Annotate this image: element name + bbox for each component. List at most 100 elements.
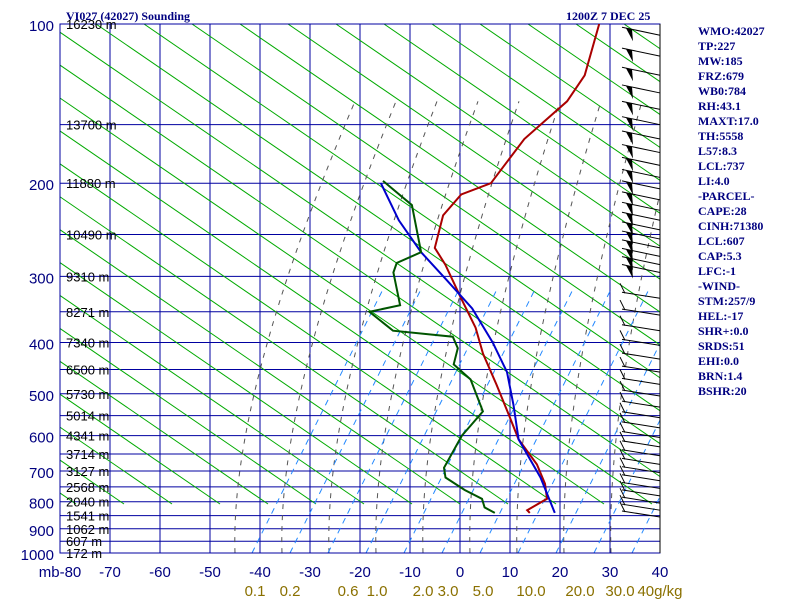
wind-flag [626,132,633,146]
wind-barb [621,352,661,360]
wind-barb-feather [619,422,626,433]
wind-flag [626,28,633,42]
wind-flag [626,85,633,99]
height-label: 172 m [66,546,102,561]
stat-line: CAP:5.3 [698,249,742,263]
height-label: 1062 m [66,522,109,537]
dry-adiabat [60,327,317,505]
temperature-label: -20 [349,564,371,581]
wind-barb-feather [619,330,626,341]
mixing-ratio-label: 10.0 [516,583,545,600]
moist-adiabat [516,101,602,553]
mixing-ratio-label: 3.0 [438,583,459,600]
dry-adiabat [383,24,660,214]
moist-adiabat [469,101,561,553]
mixing-ratio-line [403,291,535,553]
wind-barb [621,291,661,299]
wind-barb-feather [619,494,626,506]
wind-barb [621,510,661,518]
temperature-gridlines [59,24,661,553]
wind-barb [621,324,661,332]
dry-adiabat [60,64,660,478]
mixing-ratio-labels: 0.1 0.2 0.6 1.0 2.0 3.0 5.0 10.0 20.0 30.0 40g/kg [245,583,683,600]
wind-barb [621,247,661,257]
stat-line: -PARCEL- [698,189,755,203]
height-label: 7340 m [66,335,109,350]
wind-barb [621,191,661,201]
stat-line: LFC:-1 [698,264,736,278]
dry-adiabat [60,360,269,505]
stat-line: CINH:71380 [698,219,764,233]
stat-line: TH:5558 [698,129,744,143]
height-label: 4341 m [66,429,109,444]
pressure-label: 200 [29,177,54,194]
wind-barb-feather [619,412,626,424]
wind-barb [621,180,661,190]
wind-flag [626,102,633,116]
temperature-label: 0 [456,564,464,581]
wind-barb-feather [619,369,626,380]
height-labels: 16230 m 13700 m 11880 m 10490 m 9310 m 8271 m… [66,17,117,561]
mixing-ratio-label: 40g/kg [637,583,682,600]
dry-adiabat [60,97,653,505]
dry-adiabat [479,24,660,149]
temperature-profile [433,24,601,514]
wind-barb [621,221,661,231]
wind-barb [621,47,661,57]
wind-barb [621,400,661,408]
pressure-label: 800 [29,496,54,513]
height-label: 16230 m [66,17,117,32]
wind-barb-feather [619,501,626,513]
height-label: 13700 m [66,118,117,133]
mixing-ratio-line [555,342,660,553]
stat-line: LI:4.0 [698,174,730,188]
moist-adiabat [422,101,520,553]
wind-barb [621,230,661,240]
temperature-label: -30 [299,564,321,581]
temperature-label: -50 [199,564,221,581]
wind-barb-feather [619,402,626,413]
stat-line: FRZ:679 [698,69,744,83]
stat-line: BSHR:20 [698,384,747,398]
wind-barb [621,496,661,504]
wind-barb-feather [619,299,626,311]
dry-adiabat [431,24,660,181]
sounding-title: VI027 (42027) Sounding [66,9,191,23]
temperature-label: -70 [99,564,121,581]
height-label: 2040 m [66,495,109,510]
wind-barb [621,26,661,36]
moist-adiabat [328,101,438,553]
moist-adiabat [610,191,660,553]
wind-barb [621,256,661,266]
wind-barb-feather [619,380,626,392]
wind-barb [621,211,661,221]
wind-flag [626,265,633,279]
stat-line: MAXT:17.0 [698,114,759,128]
pressure-label: 1000 [21,547,54,564]
pressure-label: 100 [29,18,54,35]
mixing-ratio-label: 5.0 [473,583,494,600]
mixing-ratio-lines [251,291,660,553]
mixing-ratio-line [441,291,573,553]
stat-line: LCL:737 [698,159,745,173]
moist-adiabat [234,101,356,553]
stat-line: -WIND- [698,279,740,293]
mixing-ratio-label: 1.0 [367,583,388,600]
wind-flag [626,68,633,82]
wind-barb-feather [619,480,626,492]
dry-adiabat [0,24,28,504]
wind-barb-feather [619,391,626,403]
pressure-label: 400 [29,336,54,353]
wind-barb [621,481,661,489]
temperature-label: 30 [602,564,619,581]
mixing-ratio-label: 20.0 [565,583,594,600]
dry-adiabat [60,294,365,505]
wind-barb-feather [619,457,626,468]
height-label: 10490 m [66,228,117,243]
stat-line: HEL:-17 [698,309,744,323]
mixing-ratio-label: 0.6 [338,583,359,600]
wind-barb [621,338,661,346]
temperature-label: 10 [502,564,519,581]
wind-barb-feather [619,487,626,499]
wind-flag [626,170,633,184]
